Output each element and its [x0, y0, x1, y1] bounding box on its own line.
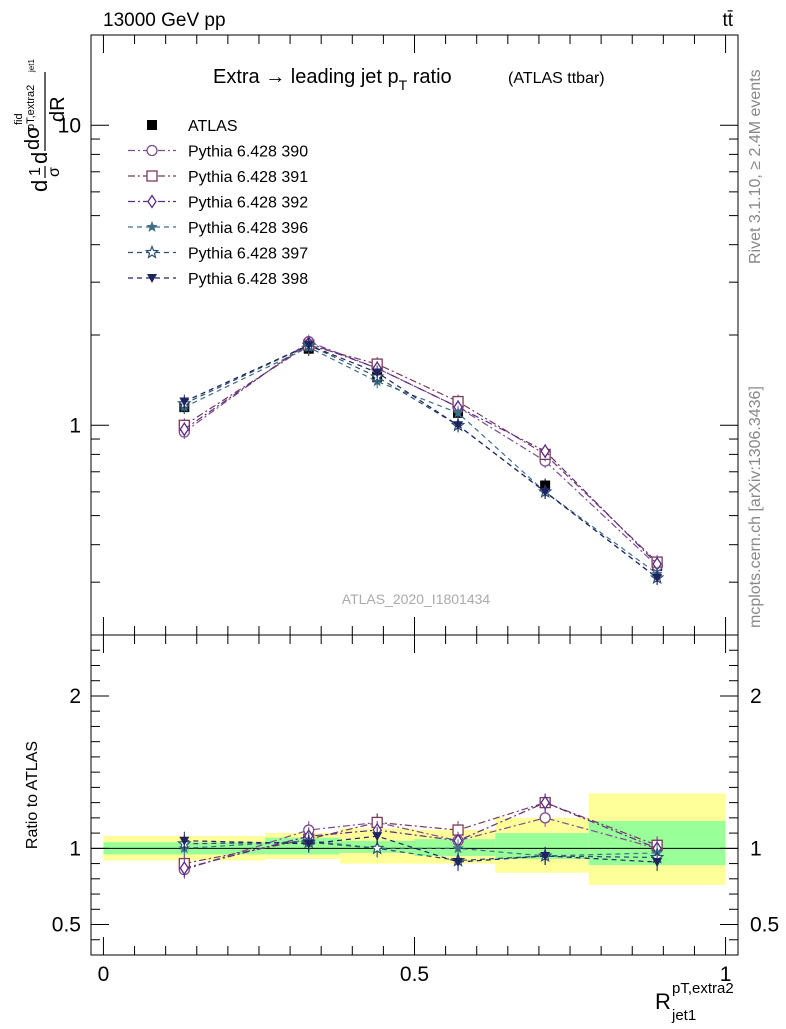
legend: ATLAS Pythia 6.428 390 Pythia 6.428 391 Pyt…: [128, 118, 308, 288]
ratio-bands: [103, 793, 726, 885]
svg-text:jet1: jet1: [671, 1007, 696, 1024]
xtick-label: 0.5: [400, 963, 429, 986]
legend-marker-2: [146, 170, 158, 182]
svg-text:1: 1: [27, 167, 44, 176]
legend-marker-0: [147, 120, 157, 130]
ratio-point-5: [453, 858, 464, 868]
svg-text:R: R: [655, 989, 671, 1014]
ylabel-d2: d: [27, 152, 52, 164]
ratio-point-5: [652, 858, 663, 868]
legend-marker-5: [144, 244, 160, 259]
main-ytick-label: 1: [69, 414, 81, 437]
legend-marker-3: [147, 194, 157, 209]
ylabel-dR: dR: [47, 96, 69, 122]
series-point-4: [452, 406, 464, 418]
title-sub: T: [399, 77, 408, 93]
main-ylabel: d 1 σ d dσ fid pT,extra2 jet1 dR: [13, 59, 69, 192]
ratio-ytick-label-left: 0.5: [52, 914, 81, 937]
main-ytick-label: 10: [58, 114, 81, 137]
series-point-6: [652, 573, 663, 583]
legend-marker-4: [146, 221, 158, 232]
svg-text:d: d: [27, 180, 52, 192]
ratio-line-4: [184, 841, 658, 862]
svg-text:dR: dR: [47, 96, 69, 122]
xtick-label: 0: [98, 963, 110, 986]
rivet-label: Rivet 3.1.10, ≥ 2.4M events: [747, 69, 764, 264]
legend-label-4: Pythia 6.428 396: [188, 220, 308, 237]
series-line-3: [183, 342, 658, 565]
legend-label-0: ATLAS: [188, 118, 238, 135]
ylabel-d1: d: [27, 180, 52, 192]
ratio-ylabel: Ratio to ATLAS: [24, 741, 41, 849]
title-note: (ATLAS ttbar): [508, 70, 605, 87]
main-series: [177, 334, 665, 585]
ratio-ytick-label-right: 2: [750, 685, 762, 708]
legend-label-2: Pythia 6.428 391: [188, 169, 308, 186]
header-left-label: 13000 GeV pp: [103, 10, 226, 31]
ylabel-sigma: σ: [46, 167, 63, 177]
ratio-point-5: [303, 839, 314, 849]
svg-text:jet1: jet1: [27, 59, 36, 73]
ylabel-fid: fid: [13, 113, 25, 125]
ratio-point-4: [369, 840, 385, 855]
ratio-point-5: [372, 832, 383, 842]
title-tail: ratio: [407, 66, 451, 88]
series-point-3: [540, 443, 550, 459]
ratio-series: [177, 793, 665, 879]
legend-marker-1: [146, 144, 158, 157]
series-point-6: [179, 397, 190, 407]
xlabel-sub: jet1: [671, 1007, 696, 1024]
ratio-ytick-label-right: 1: [750, 837, 762, 860]
title-main: Extra → leading jet p: [213, 66, 399, 88]
ylabel-ptsub: pT,extra2: [25, 85, 37, 130]
ylabel-one: 1: [27, 167, 44, 176]
header-right-label: tt̄: [722, 10, 733, 31]
tick-labels: 1 10 0.5 0.5 1 1 2 2 0 0.5 1: [52, 114, 779, 986]
xtick-label: 1: [720, 963, 732, 986]
legend-label-3: Pythia 6.428 392: [188, 195, 308, 212]
legend-marker-6: [147, 274, 157, 283]
svg-text:d: d: [27, 152, 52, 164]
chart-title: Extra → leading jet pT ratio: [213, 66, 452, 93]
xlabel-sup: pT,extra2: [672, 980, 734, 997]
svg-text:fid: fid: [13, 113, 25, 125]
svg-text:pT,extra2: pT,extra2: [25, 85, 37, 130]
series-line-2: [183, 344, 658, 563]
series-point-6: [453, 421, 464, 431]
series-point-6: [303, 341, 314, 351]
axis-ticks: [91, 34, 738, 956]
xlabel-main: R: [655, 989, 671, 1014]
svg-text:pT,extra2: pT,extra2: [672, 980, 734, 997]
svg-text:dσ: dσ: [22, 126, 44, 150]
ratio-point-5: [179, 836, 190, 846]
ylabel-jet1: jet1: [27, 59, 36, 73]
legend-label-6: Pythia 6.428 398: [188, 271, 308, 288]
x-axis-label: R pT,extra2 jet1: [655, 980, 734, 1024]
ratio-point-2: [540, 795, 550, 810]
legend-label-1: Pythia 6.428 390: [188, 144, 308, 161]
analysis-watermark: ATLAS_2020_I1801434: [342, 591, 491, 607]
series-point-6: [372, 368, 383, 378]
series-line-1: [183, 341, 658, 567]
ratio-point-2: [179, 860, 190, 876]
ratio-line-0: [184, 817, 658, 871]
ylabel-dsigma: dσ: [22, 126, 44, 150]
ratio-ytick-label-left: 1: [69, 837, 81, 860]
ratio-point-5: [540, 851, 551, 861]
ratio-line-5: [184, 835, 658, 863]
ratio-ytick-label-left: 2: [69, 685, 81, 708]
ratio-point-3: [452, 842, 464, 854]
legend-label-5: Pythia 6.428 397: [188, 246, 308, 263]
ratio-ytick-label-right: 0.5: [750, 914, 779, 937]
mcplots-label: mcplots.cern.ch [arXiv:1306.3436]: [747, 386, 764, 628]
series-line-4: [184, 346, 658, 575]
series-point-3: [179, 422, 190, 437]
series-point-6: [540, 487, 551, 497]
svg-text:σ: σ: [46, 167, 63, 177]
ratio-point-0: [539, 812, 551, 824]
